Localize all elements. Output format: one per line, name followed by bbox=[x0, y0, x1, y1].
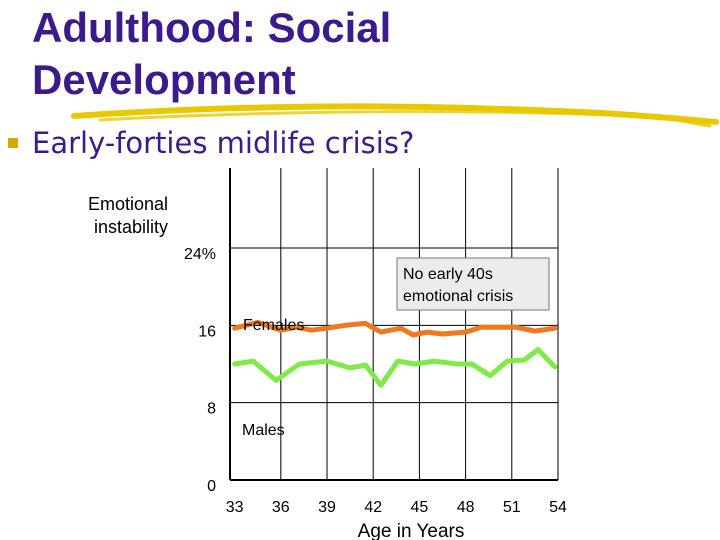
callout-text-line-2: emotional crisis bbox=[403, 288, 513, 305]
x-axis-title: Age in Years bbox=[358, 521, 465, 540]
x-tick-label: 36 bbox=[272, 499, 290, 516]
slide-title: Adulthood: Social Development bbox=[32, 2, 391, 106]
x-tick-label: 33 bbox=[226, 499, 244, 516]
x-tick-label: 54 bbox=[549, 499, 567, 516]
title-underline-brushstroke bbox=[71, 103, 719, 128]
x-tick-label: 48 bbox=[457, 499, 475, 516]
bullet-text: Early-forties midlife crisis? bbox=[32, 126, 415, 160]
y-tick-label: 8 bbox=[207, 401, 216, 418]
x-tick-label: 45 bbox=[411, 499, 429, 516]
y-axis-label-line-1: Emotional bbox=[88, 194, 168, 214]
chart-axes: 33 36 39 42 45 48 51 54 0 8 16 24% bbox=[184, 168, 567, 516]
y-tick-label: 0 bbox=[207, 478, 216, 495]
y-tick-label: 24% bbox=[184, 246, 216, 263]
slide-title-line-1: Adulthood: Social bbox=[32, 4, 392, 51]
x-tick-label: 39 bbox=[318, 499, 336, 516]
x-tick-label: 51 bbox=[503, 499, 521, 516]
chart-series bbox=[232, 319, 558, 388]
males-series-line bbox=[232, 347, 558, 388]
females-series-line bbox=[232, 319, 558, 338]
y-axis-label-line-2: instability bbox=[94, 217, 168, 237]
x-tick-label: 42 bbox=[364, 499, 382, 516]
y-tick-label: 16 bbox=[198, 323, 216, 340]
callout-text-line-1: No early 40s bbox=[403, 266, 493, 283]
slide-title-line-2: Development bbox=[32, 56, 296, 103]
bullet-square-icon bbox=[8, 138, 18, 148]
bullet-item: Early-forties midlife crisis? bbox=[8, 126, 414, 160]
callout-box: No early 40s emotional crisis bbox=[396, 257, 550, 311]
callout-background bbox=[396, 257, 550, 311]
males-series-label: Males bbox=[242, 422, 285, 439]
females-series-label: Females bbox=[243, 317, 304, 334]
